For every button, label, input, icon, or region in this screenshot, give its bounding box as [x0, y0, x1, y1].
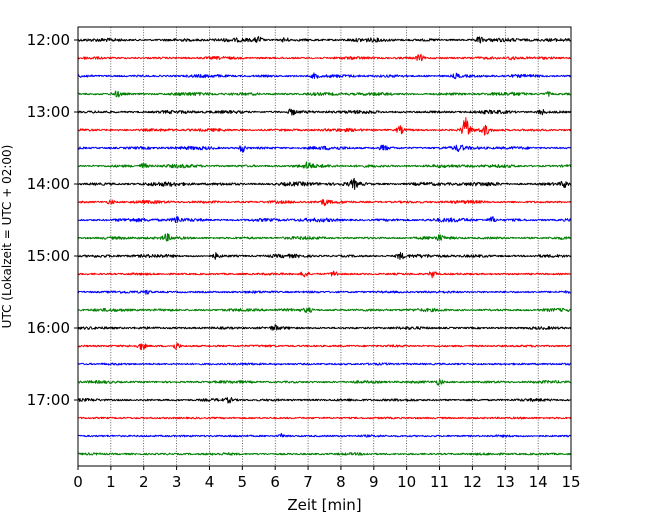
seismic-trace [77, 233, 572, 242]
seismic-trace [77, 108, 572, 116]
x-tick-label: 11 [430, 473, 449, 491]
vertical-grid [110, 27, 539, 466]
x-tick-label: 4 [205, 473, 215, 491]
x-axis-ticks: 0 1 2 3 4 5 6 7 8 9 10 11 12 13 14 15 [73, 466, 581, 491]
x-tick-label: 7 [303, 473, 313, 491]
y-tick-label: 12:00 [27, 31, 70, 49]
x-tick-label: 12 [463, 473, 482, 491]
x-tick-label: 2 [139, 473, 149, 491]
seismic-trace [77, 289, 572, 295]
seismic-trace [77, 161, 572, 169]
x-tick-label: 9 [369, 473, 379, 491]
x-tick-label: 8 [336, 473, 346, 491]
y-tick-label: 16:00 [27, 319, 70, 337]
y-axis-label: UTC (Lokalzeit = UTC + 02:00) [0, 145, 14, 329]
x-tick-label: 10 [397, 473, 416, 491]
plot-frame [77, 26, 572, 467]
x-tick-label: 1 [106, 473, 116, 491]
seismic-trace [77, 378, 572, 386]
seismic-trace [77, 36, 572, 44]
seismic-trace [77, 416, 572, 420]
y-tick-label: 17:00 [27, 391, 70, 409]
x-tick-label: 13 [496, 473, 515, 491]
trace-group [77, 36, 572, 456]
seismic-trace [77, 90, 571, 98]
seismic-trace [77, 117, 572, 136]
seismic-trace [77, 307, 572, 313]
y-axis-ticks: 12:00 13:00 14:00 15:00 16:00 17:00 [27, 31, 78, 409]
seismic-trace [77, 251, 572, 260]
seismic-trace [77, 177, 572, 190]
seismic-trace [77, 270, 572, 279]
y-tick-label: 14:00 [27, 175, 70, 193]
x-tick-label: 0 [73, 473, 83, 491]
seismic-trace [77, 342, 572, 351]
seismic-trace [77, 362, 572, 366]
seismic-trace [77, 432, 572, 438]
x-tick-label: 6 [270, 473, 280, 491]
x-tick-label: 5 [238, 473, 248, 491]
seismic-trace [77, 397, 572, 404]
x-tick-label: 3 [172, 473, 182, 491]
seismic-trace [77, 144, 572, 153]
x-tick-label: 15 [561, 473, 580, 491]
seismic-trace [77, 72, 572, 80]
y-tick-label: 15:00 [27, 247, 70, 265]
seismic-trace [77, 199, 572, 207]
seismic-trace [77, 324, 572, 331]
x-axis-label: Zeit [min] [287, 496, 361, 514]
seismic-trace [77, 53, 572, 62]
seismic-trace [77, 452, 572, 456]
seismic-trace [77, 215, 572, 224]
x-tick-label: 14 [529, 473, 548, 491]
y-tick-label: 13:00 [27, 103, 70, 121]
